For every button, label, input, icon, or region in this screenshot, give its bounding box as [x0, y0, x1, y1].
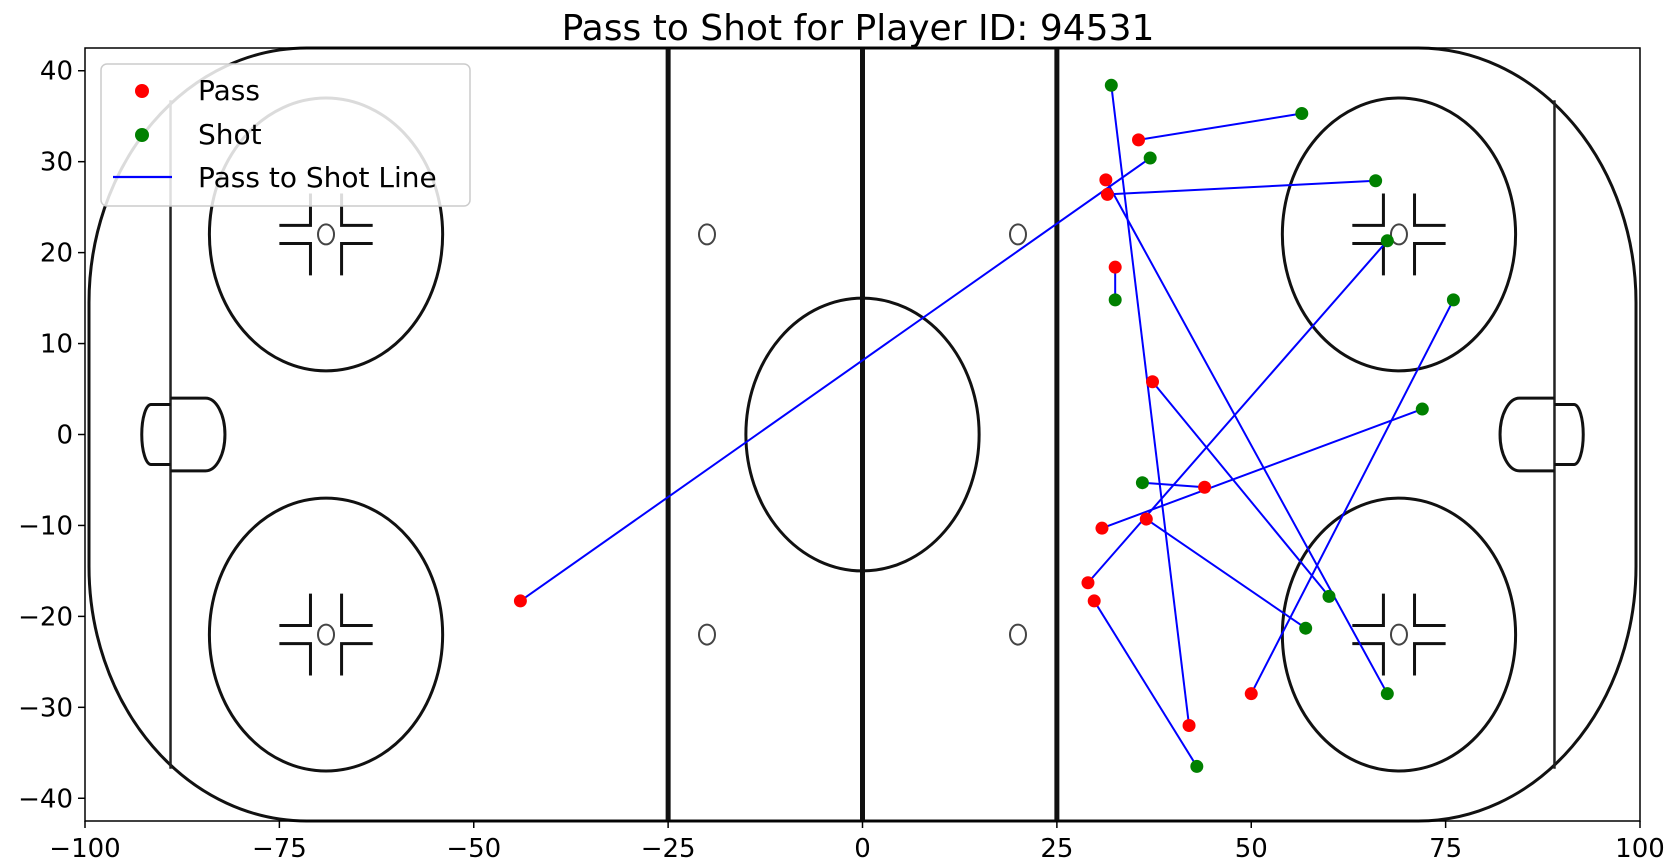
faceoff-hash-marks	[1352, 593, 1446, 676]
pass-point	[1095, 521, 1109, 535]
neutral-zone-dot	[1009, 223, 1027, 246]
y-tick-label: 0	[56, 421, 73, 451]
x-tick-label: −25	[641, 834, 696, 864]
pass-to-shot-line	[1107, 179, 1376, 196]
shot-point	[1446, 293, 1460, 307]
y-tick-label: 20	[40, 239, 73, 269]
faceoff-hash-marks	[279, 593, 373, 676]
pass-point	[1081, 576, 1095, 590]
shot-point	[1108, 293, 1122, 307]
pass-to-shot-line	[1101, 408, 1423, 530]
neutral-zone-dot	[1009, 623, 1027, 646]
pass-to-shot-line	[1093, 600, 1198, 767]
legend-shot-marker	[135, 128, 149, 142]
pass-to-shot-line	[1110, 85, 1191, 726]
faceoff-dot	[1389, 623, 1408, 646]
goal-crease	[170, 396, 227, 473]
x-axis: −100 −75 −50 −25 0 25 50 75 100	[49, 821, 1665, 864]
faceoff-hash-marks	[1352, 193, 1446, 276]
shot-point	[1299, 621, 1313, 635]
shot-point	[1380, 234, 1394, 248]
y-tick-label: −20	[18, 602, 73, 632]
x-tick-label: 0	[854, 834, 871, 864]
legend-pass-marker	[135, 84, 149, 98]
pass-point	[1198, 480, 1212, 494]
x-tick-label: −50	[446, 834, 501, 864]
pass-to-shot-lines	[519, 85, 1455, 767]
pass-to-shot-line	[1138, 112, 1302, 141]
neutral-zone-dot	[698, 623, 716, 646]
y-tick-label: 30	[40, 148, 73, 178]
pass-to-shot-line	[1151, 381, 1330, 598]
pass-point	[1146, 375, 1160, 389]
pass-point	[1100, 187, 1114, 201]
y-tick-label: −30	[18, 693, 73, 723]
points-layer	[513, 78, 1460, 773]
pass-point	[1132, 133, 1146, 147]
faceoff-dot	[1389, 223, 1408, 246]
x-tick-label: 25	[1040, 834, 1073, 864]
goal-net	[140, 402, 171, 467]
x-tick-label: −75	[252, 834, 307, 864]
faceoff-dot	[317, 223, 336, 246]
pass-point	[1108, 260, 1122, 274]
pass-to-shot-line	[1145, 518, 1307, 630]
x-tick-label: 75	[1429, 834, 1462, 864]
faceoff-circle	[207, 496, 445, 773]
pass-point	[1087, 594, 1101, 608]
shot-point	[1322, 589, 1336, 603]
x-tick-label: 50	[1235, 834, 1268, 864]
pass-point	[1139, 512, 1153, 526]
shot-point	[1369, 174, 1383, 188]
y-tick-label: 10	[40, 330, 73, 360]
y-axis: 40 30 20 10 0 −10 −20 −30 −40	[18, 57, 85, 814]
legend: Pass Shot Pass to Shot Line	[100, 63, 471, 207]
legend-pass-label: Pass	[198, 74, 260, 107]
y-tick-label: −40	[18, 784, 73, 814]
shot-point	[1143, 151, 1157, 165]
legend-line-label: Pass to Shot Line	[198, 161, 437, 194]
pass-point	[1099, 173, 1113, 187]
faceoff-circle	[1280, 496, 1518, 773]
shot-point	[1135, 476, 1149, 490]
shot-point	[1104, 78, 1118, 92]
pass-to-shot-line	[1250, 299, 1455, 695]
faceoff-circle	[1280, 96, 1518, 373]
chart-title: Pass to Shot for Player ID: 94531	[562, 8, 1155, 49]
shot-point	[1190, 759, 1204, 773]
center-circle	[744, 296, 981, 573]
faceoff-dot	[317, 623, 336, 646]
pass-point	[1244, 687, 1258, 701]
shot-point	[1415, 402, 1429, 416]
legend-shot-label: Shot	[198, 118, 262, 151]
y-tick-label: 40	[40, 57, 73, 87]
goal-net	[1554, 402, 1585, 467]
pass-to-shot-line	[519, 157, 1151, 602]
x-tick-label: 100	[1615, 834, 1665, 864]
goal-crease	[1498, 396, 1555, 473]
shot-point	[1380, 687, 1394, 701]
pass-to-shot-line	[1104, 179, 1389, 695]
legend-box	[100, 63, 471, 207]
pass-point	[1182, 719, 1196, 733]
neutral-zone-dot	[698, 223, 716, 246]
pass-point	[513, 594, 527, 608]
shot-point	[1295, 106, 1309, 120]
x-tick-label: −100	[49, 834, 120, 864]
pass-to-shot-line	[1087, 240, 1389, 584]
y-tick-label: −10	[18, 511, 73, 541]
